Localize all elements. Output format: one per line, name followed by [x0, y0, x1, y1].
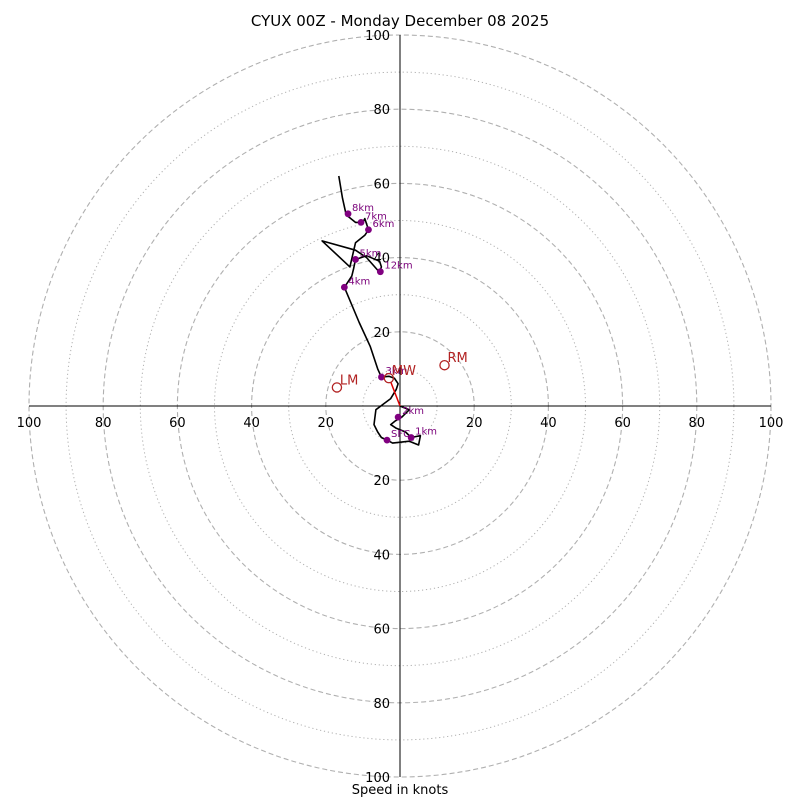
height-label-12km: 12km [384, 261, 412, 272]
height-label-1km: 1km [415, 427, 437, 438]
storm-label-rm: RM [448, 351, 468, 366]
tick-label-right: 20 [466, 416, 483, 431]
tick-label-down: 100 [365, 771, 390, 786]
height-label-8km: 8km [352, 203, 374, 214]
tick-label-left: 60 [169, 416, 186, 431]
axis-tick-labels: 20 20 20 20 40 40 40 40 60 60 60 60 80 80 80 80 100 100 10… [17, 29, 784, 786]
tick-label-left: 40 [243, 416, 260, 431]
storm-marker-lm [331, 382, 343, 393]
height-label-4km: 4km [348, 276, 370, 287]
height-marker-2km [394, 413, 402, 421]
height-label-sfc: SFC [391, 429, 410, 440]
height-marker-5km [352, 256, 359, 263]
tick-label-right: 60 [614, 416, 631, 431]
height-marker-6km [365, 226, 372, 234]
height-marker-3km [378, 373, 385, 381]
tick-label-right: 100 [759, 416, 784, 431]
tick-label-down: 40 [373, 548, 390, 563]
tick-label-up: 60 [373, 177, 390, 192]
tick-label-left: 80 [95, 416, 112, 431]
height-label-3km: 3km [385, 366, 407, 377]
wind-profile-group [321, 175, 422, 446]
wind-profile-line [321, 175, 422, 446]
tick-label-up: 80 [373, 103, 390, 118]
height-label-6km: 6km [372, 219, 394, 230]
tick-label-right: 40 [540, 416, 557, 431]
height-marker-12km [376, 268, 384, 276]
tick-label-up: 20 [373, 326, 390, 341]
height-marker-sfc [383, 436, 391, 444]
tick-label-up: 40 [373, 252, 390, 267]
tick-label-down: 80 [373, 697, 390, 712]
height-label-2km: 2km [402, 406, 424, 417]
x-axis-label: Speed in knots [351, 783, 449, 798]
height-marker-7km [357, 218, 365, 226]
height-label-5km: 5km [359, 248, 381, 259]
storm-marker-mw [383, 372, 395, 384]
shear-vector-line [390, 381, 401, 407]
storm-motion-markers: RM LM MW [331, 351, 468, 393]
height-marker-8km [344, 210, 352, 218]
tick-label-down: 20 [373, 474, 390, 489]
storm-label-lm: LM [340, 373, 358, 388]
storm-label-mw: MW [392, 364, 416, 379]
height-marker-4km [340, 283, 348, 291]
tick-label-left: 100 [17, 416, 42, 431]
chart-title: CYUX 00Z - Monday December 08 2025 [250, 12, 550, 30]
storm-marker-rm [439, 359, 450, 371]
tick-label-left: 20 [318, 416, 335, 431]
height-marker-1km [407, 434, 415, 441]
tick-label-up: 100 [365, 29, 390, 44]
tick-label-right: 80 [689, 416, 706, 431]
tick-label-down: 60 [373, 623, 390, 638]
height-label-7km: 7km [365, 211, 387, 222]
